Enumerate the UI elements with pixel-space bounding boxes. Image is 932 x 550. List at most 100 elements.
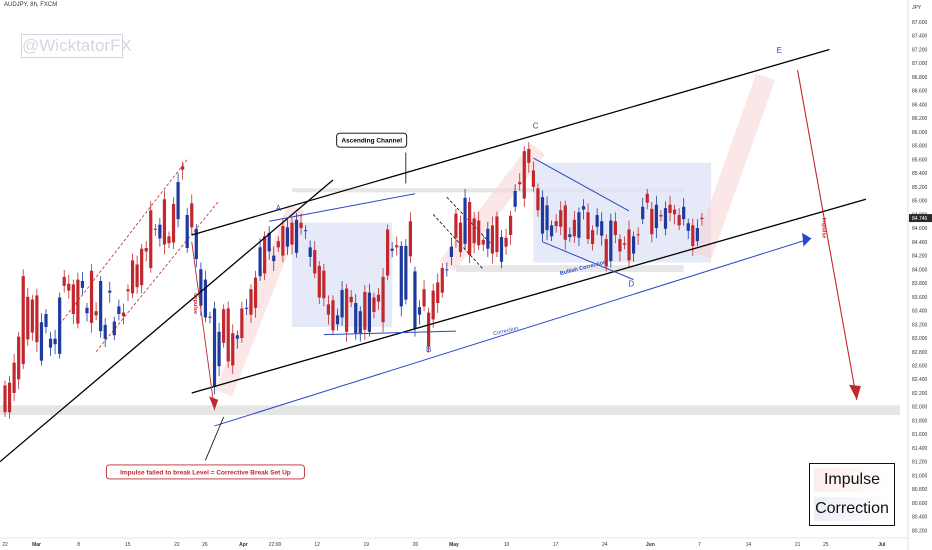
time-tick-label: 14 bbox=[746, 542, 752, 548]
candle-body bbox=[363, 291, 367, 330]
candle-body bbox=[194, 228, 198, 260]
candle-body bbox=[322, 270, 326, 299]
candle-body bbox=[244, 307, 249, 309]
candle-body bbox=[217, 331, 221, 367]
candle-body bbox=[48, 338, 53, 348]
time-tick-label: Mar bbox=[32, 542, 41, 548]
candle-body bbox=[267, 232, 271, 252]
candle-body bbox=[540, 197, 545, 234]
candle-body bbox=[62, 276, 66, 286]
candle-body bbox=[208, 316, 212, 318]
candle-body bbox=[26, 296, 30, 340]
candle-body bbox=[235, 335, 239, 339]
current-price-badge bbox=[909, 214, 932, 223]
price-tick-label: 86.600 bbox=[912, 89, 928, 95]
candle-body bbox=[536, 188, 540, 211]
price-tick-label: 83.400 bbox=[912, 309, 928, 315]
price-tick-label: 81.000 bbox=[912, 473, 928, 479]
impulse-band-3 bbox=[692, 73, 776, 259]
candle-body bbox=[162, 199, 167, 245]
candle-body bbox=[650, 208, 654, 235]
price-tick-label: 83.800 bbox=[912, 281, 928, 287]
price-tick-label: 84.600 bbox=[912, 226, 928, 232]
candle-body bbox=[531, 170, 535, 187]
legend-impulse: Impulse bbox=[814, 468, 890, 492]
candle-body bbox=[313, 250, 317, 274]
price-tick-label: 83.600 bbox=[912, 295, 928, 301]
candle-body bbox=[627, 229, 631, 261]
candle-body bbox=[436, 282, 440, 303]
candle-body bbox=[108, 290, 112, 293]
candle-body bbox=[668, 204, 672, 213]
impulse-channel-bottom bbox=[95, 200, 220, 353]
candle-body bbox=[231, 333, 235, 366]
candle-body bbox=[226, 308, 230, 362]
price-tick-label: 82.000 bbox=[912, 405, 928, 411]
impulse-arrow-1-head bbox=[209, 396, 219, 411]
long-trendline bbox=[0, 179, 334, 463]
legend: Impulse Correction bbox=[809, 463, 895, 526]
impulse-label-1: Impulse bbox=[192, 293, 198, 314]
time-tick-label: 12 bbox=[314, 542, 320, 548]
candle-body bbox=[253, 277, 258, 308]
candle-body bbox=[641, 206, 645, 220]
candle-body bbox=[117, 306, 121, 314]
set-up-pointer bbox=[205, 416, 225, 461]
price-tick-label: 80.200 bbox=[912, 528, 928, 534]
candle-body bbox=[249, 289, 253, 315]
candle-body bbox=[386, 229, 390, 276]
price-tick-label: 84.200 bbox=[912, 254, 928, 260]
price-tick-label: 86.800 bbox=[912, 75, 928, 81]
candle-body bbox=[89, 270, 94, 323]
candle-body bbox=[181, 166, 185, 170]
candle-body bbox=[331, 300, 335, 331]
candle-body bbox=[149, 210, 153, 268]
price-tick-label: 86.200 bbox=[912, 116, 928, 122]
candle-body bbox=[600, 221, 604, 236]
candle-body bbox=[167, 236, 171, 244]
candle-body bbox=[263, 236, 267, 274]
candle-body bbox=[695, 228, 699, 242]
candle-body bbox=[518, 182, 522, 185]
candle-body bbox=[76, 279, 80, 324]
candle-body bbox=[376, 294, 381, 302]
flat-top-line bbox=[269, 193, 416, 222]
candle-body bbox=[490, 225, 494, 254]
bullish-correction-bottom bbox=[542, 241, 634, 281]
candle-body bbox=[468, 201, 472, 255]
candle-body bbox=[304, 230, 308, 232]
symbol-label: AUDJPY, 8h, FXCM bbox=[4, 2, 58, 8]
time-tick-label: 19 bbox=[363, 542, 369, 548]
candle-body bbox=[258, 247, 262, 277]
candle-body bbox=[58, 297, 62, 354]
legend-correction: Correction bbox=[814, 497, 890, 521]
candle-body bbox=[577, 212, 581, 238]
candle-body bbox=[381, 276, 385, 323]
price-tick-label: 80.600 bbox=[912, 501, 928, 507]
candle-body bbox=[130, 260, 135, 294]
wave-label-d: D bbox=[628, 279, 634, 288]
candle-body bbox=[335, 315, 340, 325]
candle-body bbox=[509, 215, 513, 235]
candle-body bbox=[144, 248, 148, 252]
candle-body bbox=[299, 222, 303, 229]
watermark: @WicktatorFX bbox=[21, 34, 132, 58]
current-price-label: 84.746 bbox=[912, 216, 928, 222]
candle-body bbox=[449, 246, 453, 257]
price-tick-label: 86.400 bbox=[912, 102, 928, 108]
time-tick-label: 22 bbox=[174, 542, 180, 548]
candle-body bbox=[294, 219, 299, 253]
candle-body bbox=[559, 210, 563, 227]
time-tick-label: 21 bbox=[795, 542, 801, 548]
time-tick-label: 22:00 bbox=[269, 542, 282, 548]
candle-body bbox=[499, 237, 504, 262]
time-tick-label: 8 bbox=[77, 542, 80, 548]
candle-body bbox=[682, 206, 686, 220]
candle-body bbox=[636, 234, 640, 236]
candle-body bbox=[691, 225, 695, 246]
candle-body bbox=[153, 228, 157, 230]
candle-body bbox=[12, 362, 16, 393]
candle-body bbox=[527, 149, 531, 163]
